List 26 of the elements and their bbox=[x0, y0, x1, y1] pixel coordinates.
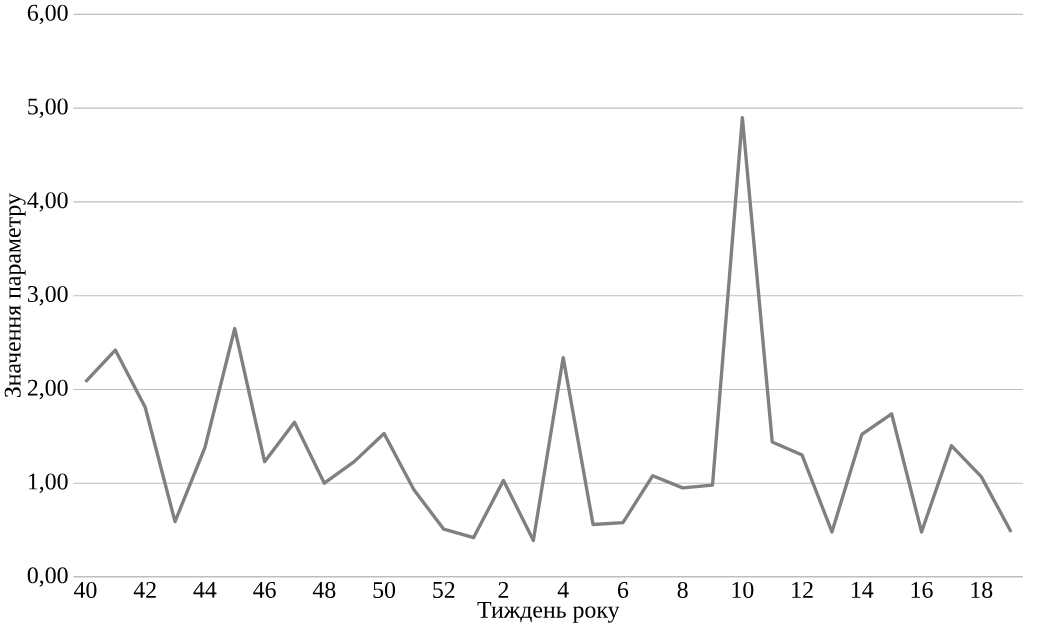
x-tick-label: 2 bbox=[498, 582, 509, 598]
y-tick-label: 1,00 bbox=[28, 473, 68, 494]
y-axis-title: Значення параметру bbox=[4, 193, 26, 398]
x-tick-label: 52 bbox=[433, 582, 455, 599]
line-series bbox=[83, 115, 1013, 543]
x-tick-label: 6 bbox=[618, 582, 629, 599]
y-tick-label: 6,00 bbox=[27, 4, 68, 25]
x-tick-label: 12 bbox=[792, 582, 813, 598]
x-tick-label: 50 bbox=[373, 582, 396, 599]
x-tick-label: 8 bbox=[677, 582, 688, 599]
x-tick-label: 42 bbox=[133, 582, 156, 598]
y-tick-label: 0,00 bbox=[27, 567, 68, 587]
x-tick-label: 16 bbox=[911, 582, 933, 599]
x-tick-label: 18 bbox=[971, 582, 993, 599]
y-tick-label: 3,00 bbox=[27, 286, 68, 306]
y-tick-label: 4,00 bbox=[27, 192, 68, 212]
y-tick-label: 2,00 bbox=[27, 379, 68, 400]
x-axis-title: Тиждень року bbox=[477, 602, 620, 623]
y-tick-label: 5,00 bbox=[28, 98, 68, 119]
x-tick-label: 40 bbox=[73, 582, 97, 599]
x-tick-label: 4 bbox=[557, 582, 569, 598]
x-tick-label: 44 bbox=[193, 582, 217, 598]
x-tick-label: 10 bbox=[732, 582, 754, 599]
x-tick-label: 14 bbox=[851, 582, 874, 598]
x-tick-label: 46 bbox=[253, 582, 276, 599]
x-tick-label: 48 bbox=[312, 582, 336, 599]
